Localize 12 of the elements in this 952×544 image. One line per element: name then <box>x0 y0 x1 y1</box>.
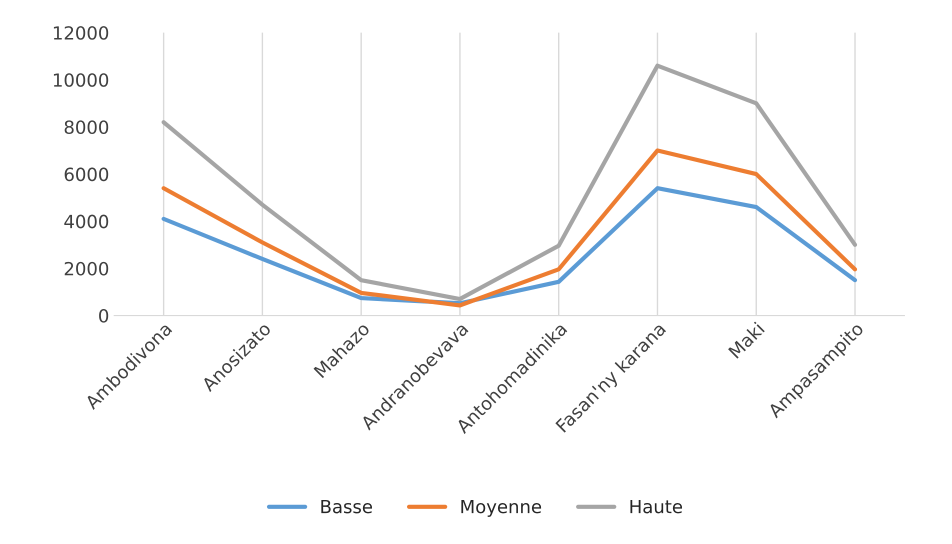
line-series <box>162 148 858 308</box>
y-tick-label: 6000 <box>64 168 108 182</box>
legend-label: Haute <box>630 500 682 514</box>
y-tick-label: 10000 <box>54 73 108 87</box>
legend-label: Moyenne <box>461 500 542 517</box>
y-tick-label: 8000 <box>64 120 108 134</box>
y-tick-label: 0 <box>99 308 108 323</box>
y-tick-label: 4000 <box>64 214 108 228</box>
y-tick-label: 12000 <box>54 26 108 40</box>
line-series <box>162 64 858 302</box>
y-tick-label: 2000 <box>64 262 108 276</box>
legend-label: Basse <box>321 500 372 514</box>
